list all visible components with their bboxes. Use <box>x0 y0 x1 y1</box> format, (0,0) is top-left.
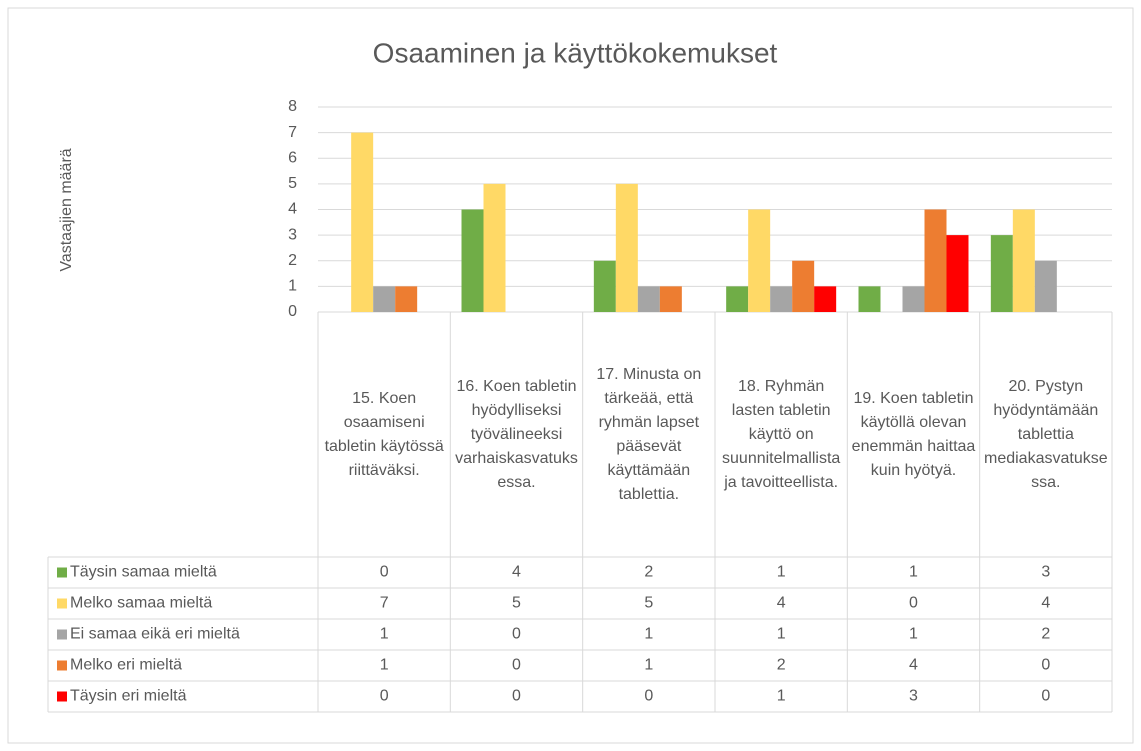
bar <box>924 209 947 312</box>
table-value: 5 <box>644 595 653 612</box>
bar <box>814 286 837 312</box>
table-value: 2 <box>1041 626 1050 643</box>
category-cell: 15. Koen osaamiseni tabletin käytössä ri… <box>324 389 444 479</box>
table-value: 0 <box>512 688 521 705</box>
table-value: 4 <box>512 564 521 581</box>
x-tick-label: 20. Pystyn hyödyntämään tablettia mediak… <box>984 377 1108 491</box>
table-value: 1 <box>909 626 918 643</box>
table-value: 1 <box>777 564 786 581</box>
chart-border <box>7 7 1134 744</box>
table-value: 2 <box>644 564 653 581</box>
bar <box>770 286 793 312</box>
x-tick-label: 17. Minusta on tärkeää, että ryhmän laps… <box>596 365 702 503</box>
table-value: 0 <box>909 595 918 612</box>
legend-key <box>57 660 67 671</box>
table-value: 5 <box>512 595 521 612</box>
bar <box>593 260 616 312</box>
bar <box>1012 209 1035 312</box>
table-value: 0 <box>1041 657 1050 674</box>
table-value: 4 <box>909 657 918 674</box>
bar <box>1034 260 1057 312</box>
table-value: 3 <box>909 688 918 705</box>
legend-label: Melko eri mieltä <box>70 657 182 674</box>
legend-label: Täysin samaa mieltä <box>70 564 217 581</box>
bar <box>461 209 484 312</box>
legend-key <box>57 567 67 578</box>
y-tick-label: 5 <box>288 175 297 192</box>
legend-key <box>57 629 67 640</box>
legend-label: Melko samaa mieltä <box>70 595 212 612</box>
table-value: 1 <box>909 564 918 581</box>
table-value: 0 <box>1041 688 1050 705</box>
table-value: 3 <box>1041 564 1050 581</box>
bar <box>792 260 815 312</box>
x-tick-label: 15. Koen osaamiseni tabletin käytössä ri… <box>324 389 444 479</box>
category-cell: 20. Pystyn hyödyntämään tablettia mediak… <box>984 377 1108 491</box>
y-tick-label: 4 <box>288 201 297 218</box>
y-tick-label: 6 <box>288 149 297 166</box>
table-value: 1 <box>777 688 786 705</box>
category-cell: 17. Minusta on tärkeää, että ryhmän laps… <box>596 365 702 503</box>
y-axis-title: Vastaajien määrä <box>58 148 75 271</box>
table-value: 0 <box>512 657 521 674</box>
y-tick-label: 8 <box>288 98 297 115</box>
y-tick-label: 7 <box>288 124 297 141</box>
table-value: 4 <box>1041 595 1050 612</box>
category-cell: 19. Koen tabletin käytöllä olevan enemmä… <box>851 389 976 479</box>
table-value: 1 <box>380 626 389 643</box>
y-tick-label: 0 <box>288 303 297 320</box>
table-value: 0 <box>512 626 521 643</box>
table-value: 2 <box>777 657 786 674</box>
x-tick-label: 19. Koen tabletin käytöllä olevan enemmä… <box>851 389 976 479</box>
y-tick-label: 1 <box>288 278 297 295</box>
table-value: 0 <box>380 564 389 581</box>
table-value: 1 <box>380 657 389 674</box>
bar <box>990 235 1013 312</box>
legend-label: Täysin eri mieltä <box>70 688 187 705</box>
y-tick-label: 2 <box>288 252 297 269</box>
bar <box>395 286 418 312</box>
table-value: 7 <box>380 595 389 612</box>
bar <box>615 183 638 312</box>
table-value: 1 <box>644 626 653 643</box>
bar <box>902 286 925 312</box>
legend-label: Ei samaa eikä eri mieltä <box>70 626 240 643</box>
bar <box>373 286 396 312</box>
bar <box>351 132 374 312</box>
legend-key <box>57 598 67 609</box>
bar <box>748 209 771 312</box>
bar <box>946 235 969 312</box>
table-value: 1 <box>777 626 786 643</box>
bar <box>726 286 749 312</box>
bar <box>659 286 682 312</box>
category-cell: 16. Koen tabletin hyödylliseksi työvälin… <box>455 377 578 491</box>
bar <box>858 286 881 312</box>
category-cell: 18. Ryhmän lasten tabletin käyttö on suu… <box>722 377 841 491</box>
table-value: 0 <box>644 688 653 705</box>
x-tick-label: 18. Ryhmän lasten tabletin käyttö on suu… <box>722 377 841 491</box>
bar <box>637 286 660 312</box>
legend-key <box>57 691 67 702</box>
chart-title: Osaaminen ja käyttökokemukset <box>373 37 778 68</box>
y-tick-label: 3 <box>288 226 297 243</box>
table-value: 1 <box>644 657 653 674</box>
x-tick-label: 16. Koen tabletin hyödylliseksi työvälin… <box>455 377 578 491</box>
table-value: 4 <box>777 595 786 612</box>
bar <box>483 183 506 312</box>
table-value: 0 <box>380 688 389 705</box>
